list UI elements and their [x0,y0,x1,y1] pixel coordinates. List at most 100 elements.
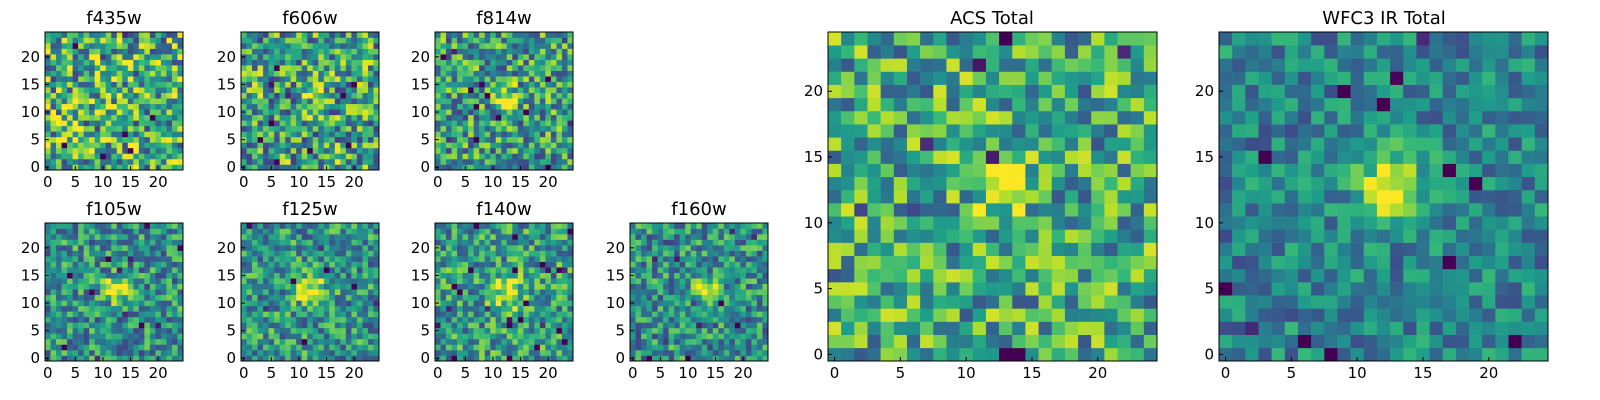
heatmap-cell [1078,203,1092,217]
heatmap-cell [1078,282,1092,296]
heatmap-cell [539,289,546,296]
heatmap-cell [263,245,269,251]
heatmap-cell [550,311,557,318]
heatmap-cell [340,48,347,55]
heatmap-cell [1104,242,1118,257]
heatmap-cell [999,268,1013,283]
heatmap-cell [1038,308,1053,322]
heatmap-cell [61,65,68,71]
heatmap-cell [501,289,508,296]
heatmap-cell [296,114,303,121]
heatmap-cell [751,355,758,362]
heatmap-cell [635,267,642,273]
heatmap-cell [268,70,275,77]
heatmap-cell [663,344,669,351]
heatmap-cell [279,147,286,154]
heatmap-cell [1025,229,1039,243]
heatmap-cell [751,223,758,229]
heatmap-cell [67,43,73,49]
heatmap-cell [534,48,541,55]
heatmap-cell [373,153,380,160]
heatmap-cell [78,349,84,356]
heatmap-cell [252,158,258,165]
heatmap-cell [734,289,741,296]
heatmap-cell [534,300,541,307]
heatmap-cell [512,311,519,318]
heatmap-cell [100,125,107,132]
heatmap-cell [318,294,325,301]
heatmap-cell [345,305,352,312]
heatmap-cell [356,147,363,154]
heatmap-cell [171,76,178,82]
heatmap-cell [561,261,568,268]
heatmap-cell [116,261,123,268]
heatmap-cell [61,228,68,235]
heatmap-cell [356,131,363,138]
heatmap-cell [550,338,557,345]
heatmap-cell [367,59,374,66]
heatmap-cell [318,239,325,246]
heatmap-cell [345,98,352,105]
heatmap-cell [674,316,680,323]
heatmap-cell [149,65,156,71]
heatmap-cell [166,70,173,77]
heatmap-cell [127,43,134,49]
heatmap-cell [351,294,358,301]
heatmap-cell [933,347,947,362]
heatmap-cell [127,109,134,116]
heatmap-cell [646,278,653,285]
heatmap-cell [122,98,129,105]
heatmap-cell [45,338,51,345]
heatmap-cell [138,81,145,88]
heatmap-cell [517,153,524,160]
heatmap-cell [473,65,480,71]
heatmap-cell [999,124,1013,138]
heatmap-cell [329,158,336,165]
heatmap-cell [550,349,557,356]
heatmap-cell [279,131,286,138]
heatmap-cell [116,59,123,66]
heatmap-cell [155,98,162,105]
heatmap-cell [166,305,173,312]
heatmap-cell [1078,347,1092,362]
heatmap-cell [712,267,719,273]
heatmap-cell [285,289,291,296]
heatmap-cell [528,261,535,268]
heatmap-cell [334,333,341,340]
heatmap-cell [457,136,463,143]
heatmap-cell [351,305,358,312]
heatmap-cell [435,158,441,165]
heatmap-cell [440,234,447,240]
heatmap-cell [1091,203,1105,217]
heatmap-cell [100,239,107,246]
heatmap-cell [690,327,697,334]
heatmap-cell [567,70,574,77]
heatmap-cell [155,70,162,77]
heatmap-cell [545,114,552,121]
heatmap-cell [567,311,574,318]
heatmap-cell [729,333,736,340]
heatmap-cell [241,349,247,356]
heatmap-cell [263,109,269,116]
heatmap-cell [906,203,921,217]
heatmap-cell [880,229,895,243]
heatmap-cell [329,344,336,351]
heatmap-cell [111,338,118,345]
heatmap-cell [484,228,491,235]
heatmap-cell [312,109,319,116]
x-tick-label: 10 [93,173,112,191]
heatmap-cell [279,311,286,318]
heatmap-cell [707,267,714,273]
heatmap-cell [72,98,79,105]
heatmap-cell [274,70,280,77]
heatmap-cell [440,158,447,165]
heatmap-cell [94,98,101,105]
heatmap-cell [479,114,485,121]
heatmap-cell [56,338,62,345]
heatmap-cell [718,311,725,318]
heatmap-cell [329,311,336,318]
heatmap-cell [138,278,145,285]
heatmap-cell [501,311,508,318]
heatmap-cell [246,120,253,127]
